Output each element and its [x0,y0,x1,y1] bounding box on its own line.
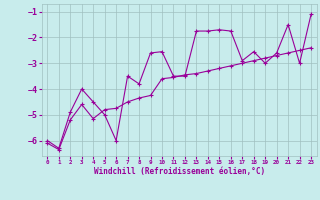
X-axis label: Windchill (Refroidissement éolien,°C): Windchill (Refroidissement éolien,°C) [94,167,265,176]
